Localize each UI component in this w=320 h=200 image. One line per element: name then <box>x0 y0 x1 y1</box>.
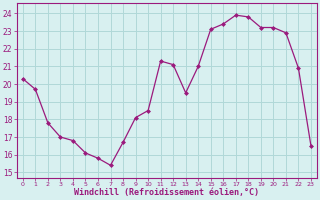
X-axis label: Windchill (Refroidissement éolien,°C): Windchill (Refroidissement éolien,°C) <box>74 188 260 197</box>
